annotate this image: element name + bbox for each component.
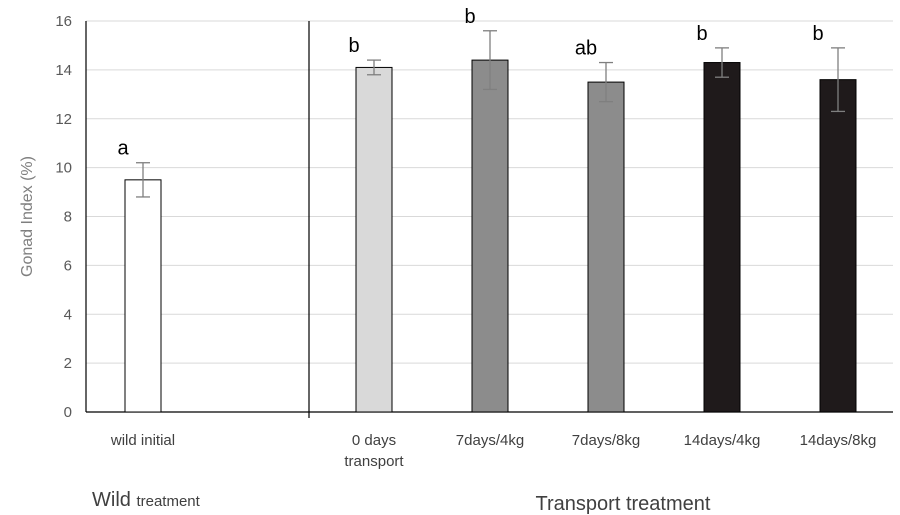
y-tick-label: 4 xyxy=(64,306,72,323)
bars xyxy=(124,30,857,413)
y-tick-label: 8 xyxy=(64,209,72,226)
x-tick-label: 7days/8kg xyxy=(572,432,640,449)
y-tick-label: 2 xyxy=(64,355,72,372)
bar xyxy=(124,179,162,413)
x-tick-label: 14days/8kg xyxy=(800,432,877,449)
x-tick-label: 14days/4kg xyxy=(684,432,761,449)
bar xyxy=(471,59,509,413)
significance-letter: a xyxy=(117,138,129,160)
y-tick-label: 0 xyxy=(64,404,72,421)
x-tick-label: transport xyxy=(344,453,404,470)
group-label-transport: Transport treatment xyxy=(536,493,711,515)
significance-letter: b xyxy=(464,6,475,28)
group-label-wild-suffix: treatment xyxy=(136,493,200,510)
labels: a wild initial b 0 days transport b 7days/4kg a… xyxy=(92,6,876,515)
y-tick-label: 16 xyxy=(55,13,72,30)
bar xyxy=(703,62,741,413)
y-tick-label: 6 xyxy=(64,257,72,274)
y-tick-label: 14 xyxy=(55,62,72,79)
x-tick-label: 7days/4kg xyxy=(456,432,524,449)
axes: 0 2 4 6 8 10 12 14 16 Gonad Index (%) xyxy=(19,13,893,421)
group-label-wild: Wild treatment xyxy=(92,489,201,511)
significance-letter: b xyxy=(348,35,359,57)
significance-letter: ab xyxy=(575,38,597,60)
bar xyxy=(355,66,393,413)
y-tick-label: 10 xyxy=(55,160,72,177)
y-tick-label: 12 xyxy=(55,111,72,128)
x-tick-label: 0 days xyxy=(352,432,396,449)
x-tick-label: wild initial xyxy=(110,432,175,449)
bar xyxy=(587,81,625,413)
bar xyxy=(819,79,857,413)
significance-letter: b xyxy=(696,23,707,45)
y-axis-label: Gonad Index (%) xyxy=(19,156,36,277)
significance-letter: b xyxy=(812,23,823,45)
